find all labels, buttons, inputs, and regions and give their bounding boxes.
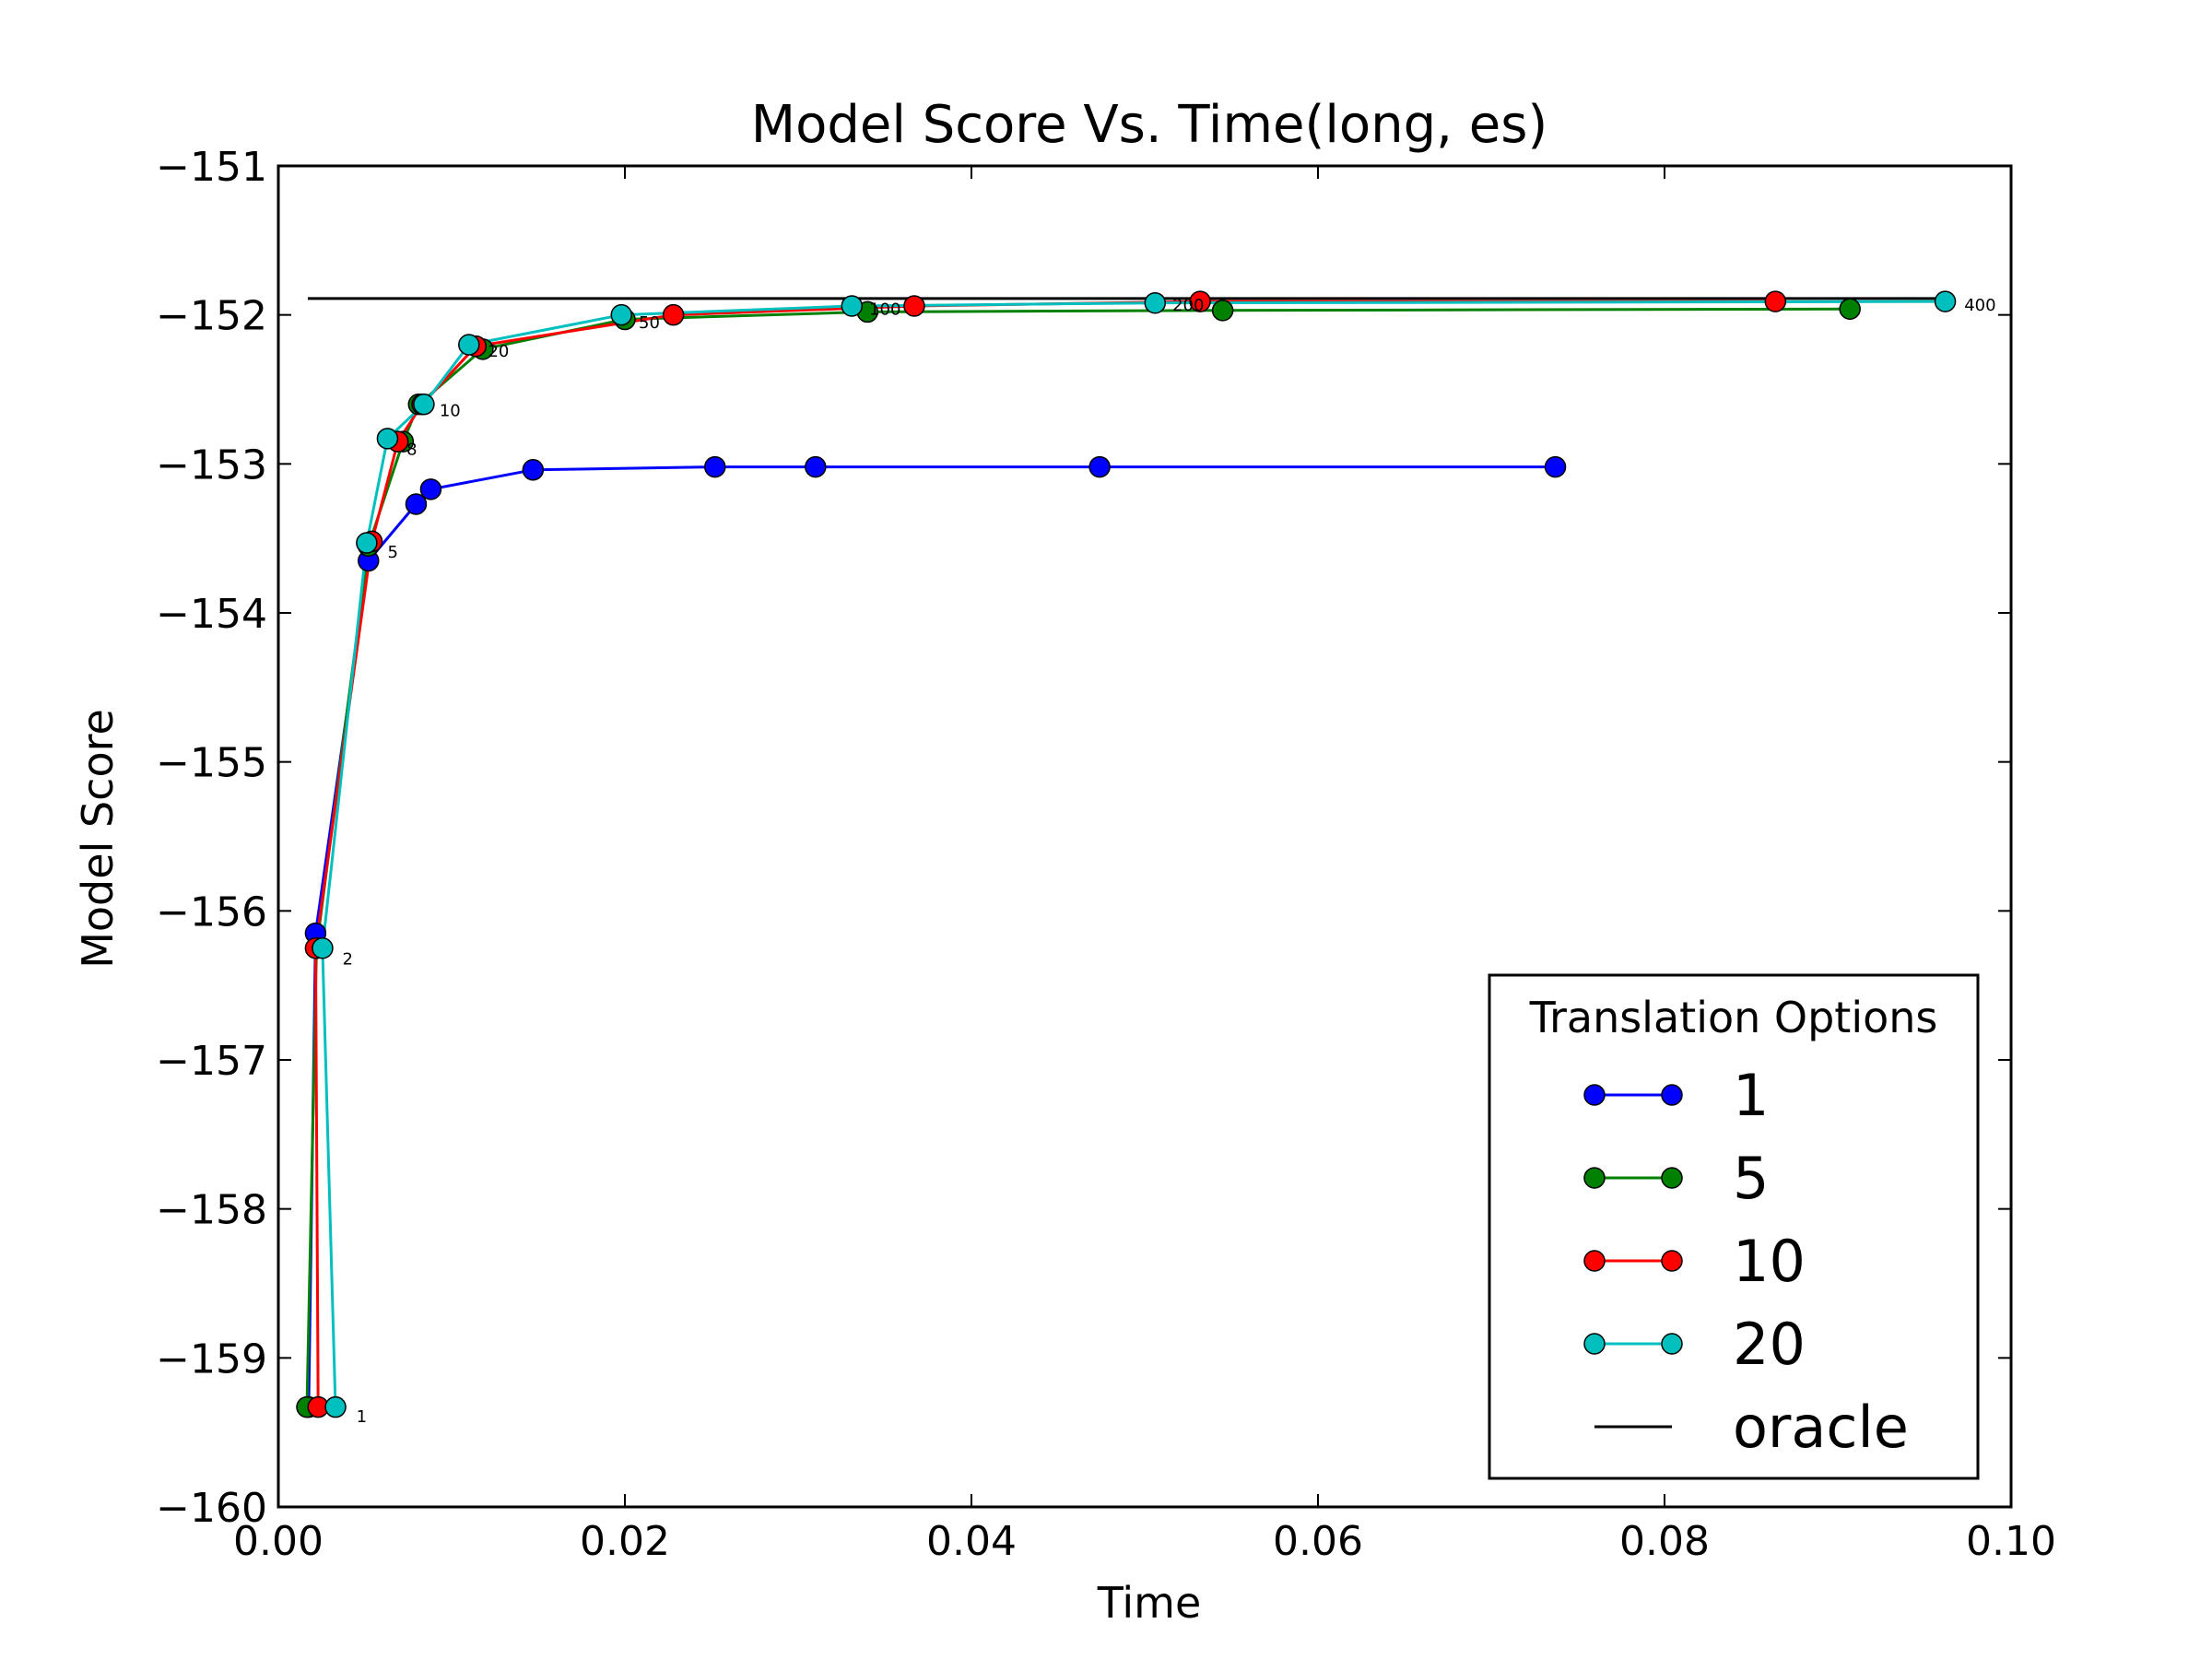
point-annotation: 8 (406, 441, 417, 460)
legend-label-10: 10 (1733, 1228, 1806, 1295)
series-20-point (841, 295, 864, 317)
point-annotation: 2 (343, 950, 353, 970)
series-20-point (312, 937, 334, 959)
y-axis-label: Model Score (73, 709, 123, 969)
x-tick-label: 0.08 (1619, 1518, 1710, 1565)
legend-entries: 1 5 10 20 oracle (1583, 1062, 1909, 1461)
legend-marker-5 (1583, 1167, 1606, 1189)
series-1-point (405, 493, 428, 515)
series-10-point (662, 303, 685, 326)
x-tick-label: 0.00 (233, 1518, 324, 1565)
y-tick-label: −159 (156, 1335, 267, 1382)
legend-label-oracle: oracle (1733, 1394, 1909, 1461)
y-tick-label: −153 (156, 441, 267, 488)
axis-ticks: 0.00 0.02 0.04 0.06 0.08 0.10 −160 −159 −158 −157… (156, 144, 2056, 1565)
point-annotation: 20 (488, 342, 509, 361)
legend-label-5: 5 (1733, 1145, 1769, 1212)
legend-marker-10 (1583, 1250, 1606, 1272)
series-20-point (413, 393, 435, 416)
series-20-line (321, 300, 1946, 1407)
point-annotation: 50 (639, 313, 660, 333)
series-1-point (704, 455, 726, 478)
y-tick-label: −158 (156, 1187, 267, 1234)
legend-title: Translation Options (1529, 993, 1938, 1042)
series-1-point (1088, 455, 1111, 478)
series-20-point (1934, 290, 1957, 312)
legend-marker-10 (1661, 1250, 1683, 1272)
point-annotation: 5 (387, 543, 397, 562)
series-20-point (376, 428, 399, 450)
series-1-point (805, 455, 827, 478)
legend-marker-5 (1661, 1167, 1683, 1189)
point-annotation: 200 (1172, 296, 1204, 315)
y-tick-label: −154 (156, 591, 267, 638)
series-5-point (1839, 298, 1861, 320)
plot-frame (276, 164, 2013, 1509)
y-tick-label: −156 (156, 888, 267, 935)
x-axis-label: Time (1097, 1578, 1202, 1628)
series-20-point (324, 1395, 347, 1418)
y-tick-label: −157 (156, 1038, 267, 1085)
y-tick-label: −152 (156, 293, 267, 340)
legend-label-20: 20 (1733, 1311, 1806, 1378)
series-10-point (1189, 290, 1211, 312)
y-tick-label: −151 (156, 144, 267, 191)
series-10-point (1764, 290, 1787, 312)
series-1-point (419, 478, 442, 500)
series-10-point (903, 295, 925, 317)
series-5-point (1211, 300, 1234, 322)
x-tick-label: 0.02 (580, 1518, 670, 1565)
legend-marker-1 (1583, 1084, 1606, 1106)
x-tick-label: 0.04 (926, 1518, 1017, 1565)
legend-marker-20 (1583, 1333, 1606, 1355)
x-tick-label: 0.06 (1273, 1518, 1363, 1565)
y-tick-label: −155 (156, 740, 267, 787)
plot-area: 1 2 5 8 10 20 50 100 200 400 (276, 164, 2013, 1509)
x-tick-label: 0.10 (1966, 1518, 2056, 1565)
point-annotation: 10 (440, 402, 461, 421)
series-20-point (610, 303, 632, 326)
series-20-point (458, 334, 480, 356)
legend-frame (1488, 973, 1980, 1480)
y-tick-label: −160 (156, 1485, 267, 1532)
point-annotation: 1 (357, 1407, 367, 1427)
series-1-point (522, 459, 545, 481)
legend-label-1: 1 (1733, 1062, 1769, 1129)
series-20-point (1144, 291, 1167, 314)
chart-title: Model Score Vs. Time(long, es) (751, 95, 1548, 155)
legend-marker-1 (1661, 1084, 1683, 1106)
series-20-point (356, 532, 378, 554)
point-annotation: 400 (1964, 296, 1995, 315)
legend: Translation Options 1 5 10 20 oracle (1488, 973, 1980, 1480)
series-1-point (1544, 455, 1567, 478)
legend-marker-20 (1661, 1333, 1683, 1355)
point-annotation: 100 (869, 300, 900, 320)
